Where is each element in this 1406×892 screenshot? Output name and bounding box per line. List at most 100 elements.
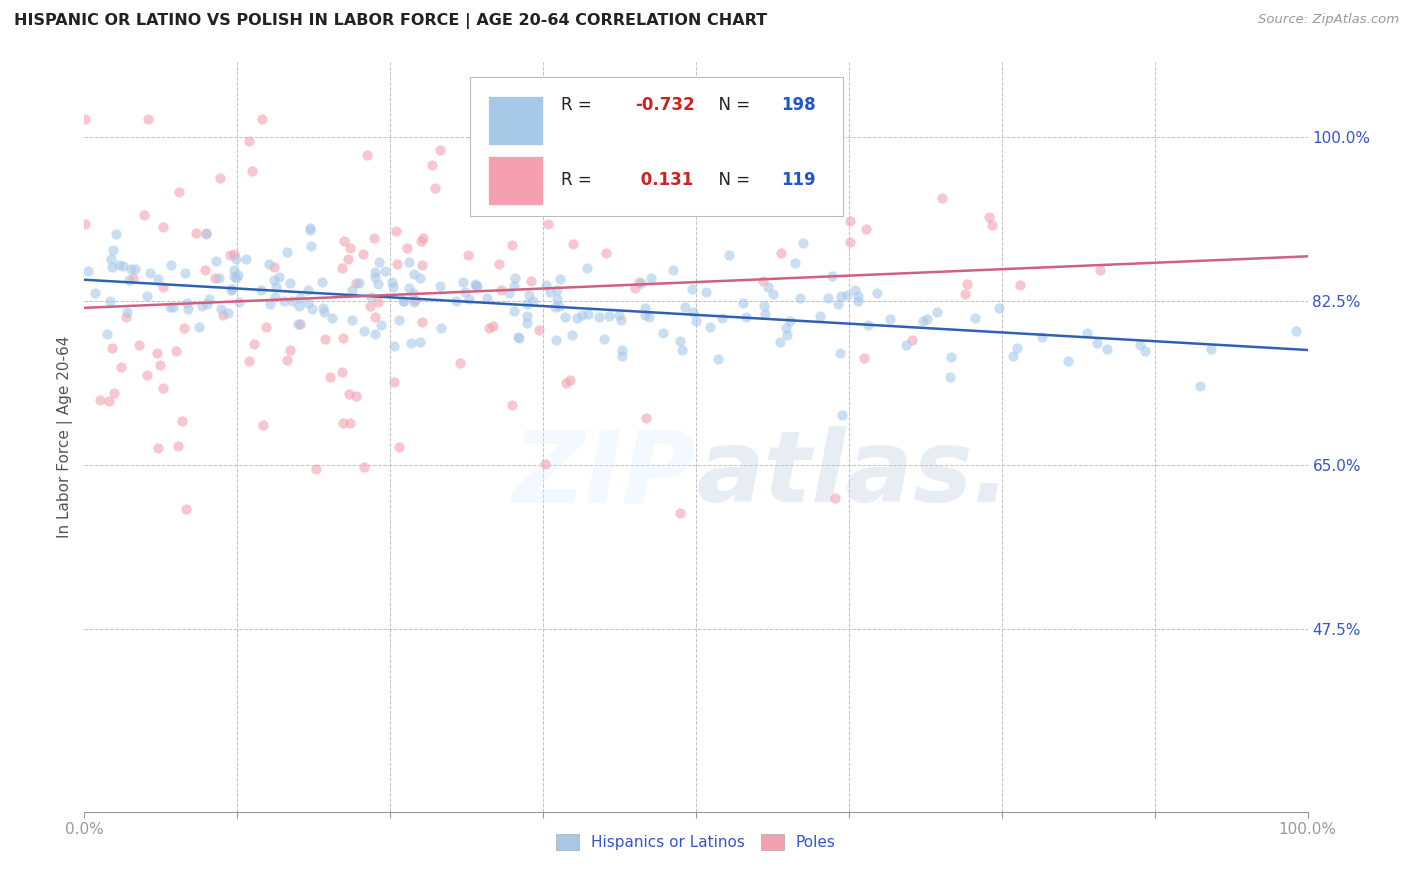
Point [503, 304, 526, 318]
Point [981, 219, 1004, 233]
Point [576, 261, 599, 276]
Point [987, 301, 1010, 315]
Point [555, 376, 578, 390]
Point [830, 289, 852, 303]
Point [477, 291, 499, 305]
Point [457, 292, 479, 306]
Point [735, 310, 758, 324]
Point [543, 161, 565, 176]
Point [238, 354, 260, 368]
Point [401, 336, 423, 351]
Point [160, 258, 183, 272]
Point [152, 279, 174, 293]
Point [711, 310, 734, 325]
Text: ZIP: ZIP [513, 426, 696, 523]
Point [503, 271, 526, 285]
Point [367, 295, 389, 310]
Point [288, 291, 311, 305]
Point [195, 227, 218, 242]
Point [149, 358, 172, 372]
Point [824, 491, 846, 505]
Point [411, 234, 433, 248]
Point [412, 231, 434, 245]
Point [363, 270, 385, 285]
Point [311, 276, 333, 290]
Text: HISPANIC OR LATINO VS POLISH IN LABOR FORCE | AGE 20-64 CORRELATION CHART: HISPANIC OR LATINO VS POLISH IN LABOR FO… [14, 13, 768, 29]
Point [208, 270, 231, 285]
Point [538, 285, 561, 299]
Point [610, 350, 633, 364]
Point [353, 324, 375, 338]
Point [359, 299, 381, 313]
Point [136, 368, 159, 382]
Point [222, 269, 245, 284]
Point [364, 265, 387, 279]
Text: N =: N = [709, 96, 755, 114]
Point [411, 258, 433, 272]
Point [685, 314, 707, 328]
Text: R =: R = [561, 171, 598, 189]
Point [733, 296, 755, 310]
Point [235, 252, 257, 267]
Point [673, 300, 696, 314]
Point [453, 275, 475, 289]
Point [548, 271, 571, 285]
Point [364, 327, 387, 342]
Point [170, 414, 193, 428]
Point [454, 285, 477, 299]
Point [640, 270, 662, 285]
Point [392, 293, 415, 308]
Point [638, 310, 661, 325]
Point [828, 346, 851, 360]
Point [252, 418, 274, 433]
Point [516, 297, 538, 311]
Point [360, 290, 382, 304]
Point [756, 280, 779, 294]
Point [264, 280, 287, 294]
Point [225, 270, 247, 285]
Point [250, 112, 273, 126]
Point [638, 151, 661, 165]
Point [846, 293, 869, 308]
Point [1135, 344, 1157, 359]
Point [808, 309, 831, 323]
Point [489, 283, 512, 297]
Point [89, 393, 111, 408]
Point [342, 283, 364, 297]
Point [347, 277, 370, 291]
Point [76, 263, 98, 277]
Point [1095, 342, 1118, 356]
Point [298, 222, 321, 236]
Point [449, 356, 471, 370]
Point [548, 299, 571, 313]
Point [392, 293, 415, 308]
Point [465, 279, 488, 293]
Point [567, 310, 589, 325]
Point [312, 301, 335, 316]
Point [339, 416, 361, 430]
Point [135, 289, 157, 303]
Point [588, 310, 610, 324]
Point [717, 248, 740, 262]
Point [662, 263, 685, 277]
Point [409, 334, 432, 349]
Point [219, 284, 242, 298]
Point [264, 289, 287, 303]
Point [382, 375, 405, 389]
Point [297, 296, 319, 310]
Point [430, 321, 453, 335]
Point [167, 185, 190, 199]
Point [519, 274, 541, 288]
Point [276, 245, 298, 260]
FancyBboxPatch shape [470, 78, 842, 216]
Point [191, 299, 214, 313]
Point [846, 289, 869, 303]
Point [1056, 354, 1078, 368]
Point [176, 501, 198, 516]
Point [305, 462, 328, 476]
Point [546, 292, 568, 306]
Text: 198: 198 [782, 96, 817, 114]
Point [855, 221, 877, 235]
Point [595, 245, 617, 260]
Point [839, 235, 862, 250]
